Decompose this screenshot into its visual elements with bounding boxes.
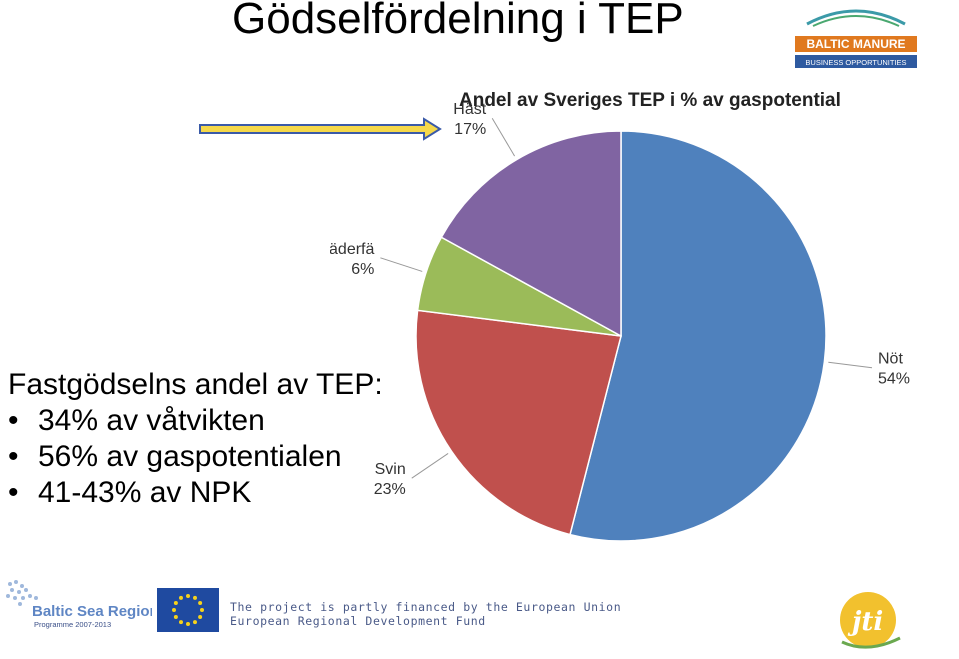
- footer-line-2: European Regional Development Fund: [230, 614, 486, 628]
- pie-labels: Nöt 54% Svin 23% Fjäderfä 6% Häst 17%: [330, 101, 910, 498]
- pie-chart: Andel av Sveriges TEP i % av gaspotentia…: [330, 90, 910, 542]
- slice-category-label: Fjäderfä: [330, 241, 374, 258]
- bullet-dot: •: [8, 476, 19, 509]
- bullet-text: 56% av gaspotentialen: [38, 440, 342, 473]
- eu-star-icon: [193, 595, 197, 600]
- pie-slices: [415, 130, 827, 542]
- eu-star-icon: [179, 595, 183, 600]
- footer-text: The project is partly financed by the Eu…: [230, 600, 621, 628]
- bullet-text: 34% av våtvikten: [38, 404, 265, 437]
- pointer-arrow: [199, 117, 442, 141]
- eu-star-icon: [198, 601, 203, 605]
- svg-text:BUSINESS OPPORTUNITIES: BUSINESS OPPORTUNITIES: [805, 58, 906, 67]
- bullet-list: • 34% av våtvikten • 56% av gaspotentialen…: [8, 403, 383, 511]
- page-title: Gödselfördelning i TEP: [232, 0, 684, 43]
- text-heading: Fastgödselns andel av TEP:: [8, 368, 383, 401]
- bullet-text: 41-43% av NPK: [38, 476, 252, 509]
- bullet-item: • 56% av gaspotentialen: [8, 439, 383, 475]
- footer-line-1: The project is partly financed by the Eu…: [230, 600, 622, 614]
- eu-star-icon: [173, 615, 178, 619]
- slice-value-label: 17%: [454, 121, 486, 138]
- slice-label-svin: Svin 23%: [374, 453, 449, 498]
- eu-star-icon: [173, 601, 178, 605]
- slice-label-nöt: Nöt 54%: [828, 351, 910, 388]
- slice-value-label: 54%: [878, 371, 910, 388]
- eu-flag-icon: [157, 588, 219, 632]
- chart-title: Andel av Sveriges TEP i % av gaspotentia…: [459, 90, 841, 111]
- bullet-text-block: Fastgödselns andel av TEP: • 34% av våtvi…: [8, 367, 383, 511]
- pie-slice-häst: [440, 130, 622, 338]
- label-leader-line: [828, 361, 873, 369]
- bullet-item: • 34% av våtvikten: [8, 403, 383, 439]
- baltic-manure-logo: BALTIC MANURE BUSINESS OPPORTUNITIES: [795, 9, 917, 68]
- slice-category-label: Nöt: [878, 351, 903, 368]
- svg-text:Programme 2007-2013: Programme 2007-2013: [34, 620, 111, 629]
- slice-value-label: 6%: [351, 261, 374, 278]
- slice-category-label: Häst: [453, 101, 486, 118]
- pie-slice-svin: [415, 309, 622, 536]
- slice-label-häst: Häst 17%: [453, 101, 516, 157]
- pie-slice-nöt: [569, 130, 827, 542]
- slice-value-label: 23%: [374, 481, 406, 498]
- eu-star-icon: [186, 594, 190, 598]
- label-leader-line: [411, 453, 449, 479]
- svg-text:jti: jti: [847, 607, 883, 637]
- slice-label-fjäderfä: Fjäderfä 6%: [330, 241, 423, 278]
- slice-category-label: Svin: [375, 461, 406, 478]
- eu-star-icon: [179, 620, 183, 625]
- jti-logo: jti: [840, 592, 901, 649]
- svg-text:BALTIC MANURE: BALTIC MANURE: [806, 37, 905, 51]
- baltic-sea-region-logo: Baltic Sea Region Programme 2007-2013: [6, 580, 152, 629]
- bullet-dot: •: [8, 440, 19, 473]
- svg-text:Baltic Sea Region: Baltic Sea Region: [32, 603, 152, 620]
- bullet-dot: •: [8, 404, 19, 437]
- bullet-item: • 41-43% av NPK: [8, 475, 383, 511]
- eu-star-icon: [172, 608, 176, 612]
- label-leader-line: [491, 117, 516, 157]
- eu-star-icon: [193, 620, 197, 625]
- label-leader-line: [380, 257, 423, 272]
- eu-star-icon: [200, 608, 204, 612]
- eu-star-icon: [186, 622, 190, 626]
- eu-star-icon: [198, 615, 203, 619]
